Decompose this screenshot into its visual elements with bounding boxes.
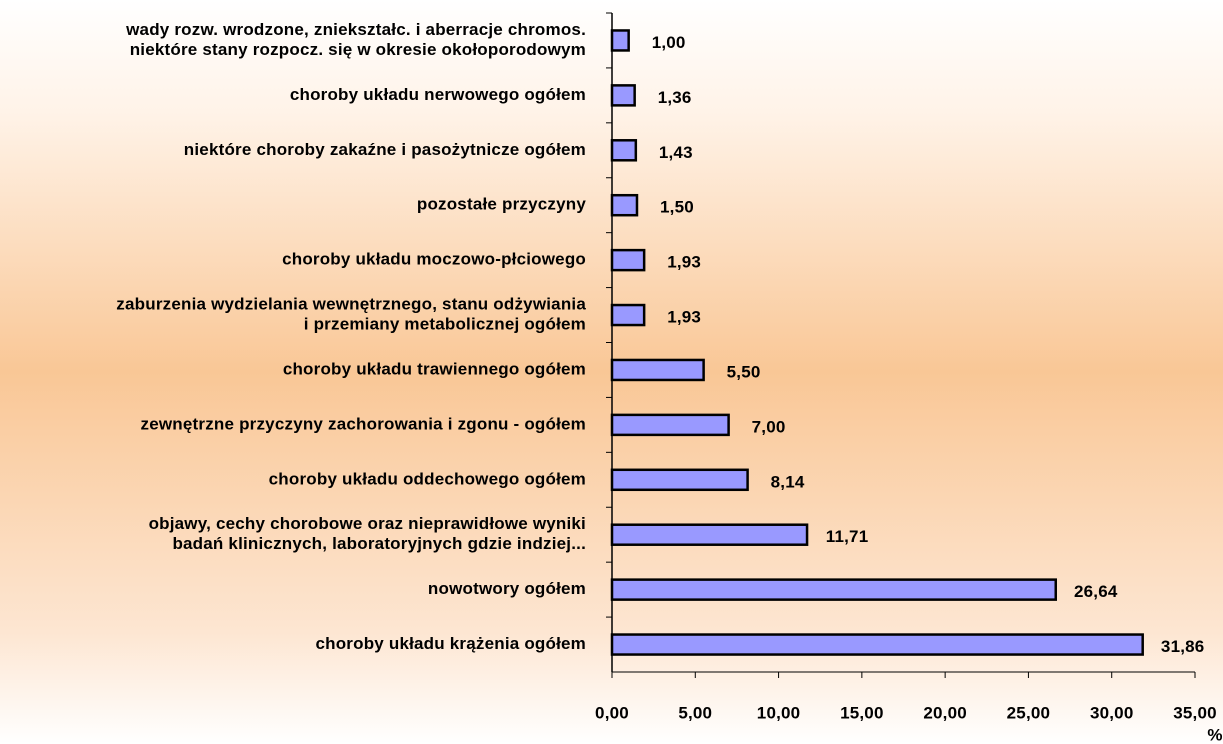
value-label: 1,36 [658, 88, 692, 107]
y-tick-label: objawy, cechy chorobowe oraz nieprawidło… [149, 514, 586, 533]
value-label: 5,50 [727, 362, 761, 381]
value-label: 11,71 [826, 527, 869, 546]
y-tick-label: zaburzenia wydzielania wewnętrznego, sta… [116, 295, 586, 314]
bar [610, 84, 636, 107]
bar [610, 413, 730, 437]
bar [610, 578, 1057, 601]
value-label: 7,00 [752, 417, 786, 436]
y-tick-label: choroby układu moczowo-płciowego [282, 250, 586, 269]
bar [610, 358, 705, 382]
y-tick-label: pozostałe przyczyny [417, 195, 586, 214]
value-label: 26,64 [1074, 582, 1118, 601]
y-tick-label: choroby układu nerwowego ogółem [290, 85, 586, 104]
y-tick-label: zewnętrzne przyczyny zachorowania i zgon… [141, 414, 586, 433]
value-label: 1,93 [667, 253, 701, 272]
bar [610, 29, 630, 52]
value-label: 1,50 [660, 198, 694, 217]
y-tick-label: choroby układu krążenia ogółem [315, 634, 586, 653]
y-tick-label: wady rozw. wrodzone, zniekształc. i aber… [125, 20, 586, 39]
x-tick-label: 0,00 [595, 703, 629, 722]
y-tick-label: badań klinicznych, laboratoryjnych gdzie… [172, 534, 586, 553]
x-tick-label: 35,00 [1173, 703, 1217, 722]
y-tick-label: i przemiany metabolicznej ogółem [304, 315, 586, 334]
value-label: 1,00 [652, 33, 686, 52]
bar [610, 248, 646, 272]
x-tick-label: 5,00 [678, 703, 712, 722]
x-tick-label: 25,00 [1007, 703, 1051, 722]
value-label: 1,93 [667, 308, 701, 327]
y-tick-label: niektóre stany rozpocz. się w okresie ok… [130, 40, 586, 59]
x-axis-label: % [1207, 725, 1222, 744]
y-tick-label: choroby układu trawiennego ogółem [283, 359, 586, 378]
y-tick-label: nowotwory ogółem [428, 579, 586, 598]
y-tick-label: niektóre choroby zakaźne i pasożytnicze … [184, 140, 586, 159]
x-tick-label: 30,00 [1090, 703, 1134, 722]
value-label: 31,86 [1161, 637, 1205, 656]
bar [610, 633, 1144, 656]
x-tick-label: 15,00 [840, 703, 884, 722]
bar [610, 468, 749, 492]
bar [610, 139, 638, 162]
bar [610, 303, 646, 327]
value-label: 1,43 [659, 143, 693, 162]
x-tick-label: 20,00 [923, 703, 967, 722]
bar [610, 193, 639, 217]
value-label: 8,14 [771, 472, 805, 491]
y-tick-label: choroby układu oddechowego ogółem [269, 469, 586, 488]
x-tick-label: 10,00 [757, 703, 801, 722]
bar [610, 523, 809, 546]
